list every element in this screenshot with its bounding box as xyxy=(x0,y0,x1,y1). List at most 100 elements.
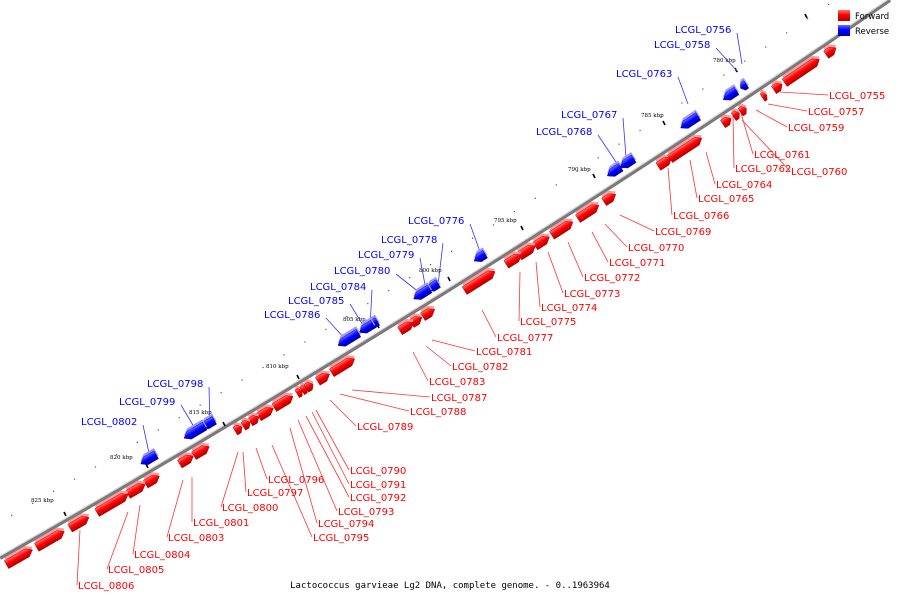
forward-gene xyxy=(397,318,414,336)
minor-tick-dot xyxy=(409,277,411,279)
forward-gene-label: LCGL_0793 xyxy=(338,507,394,518)
forward-gene xyxy=(737,103,747,117)
reverse-gene xyxy=(337,326,362,347)
reverse-gene xyxy=(413,282,433,300)
forward-gene xyxy=(516,242,536,261)
forward-gene-label: LCGL_0769 xyxy=(655,227,711,238)
minor-tick-dot xyxy=(744,60,746,62)
forward-gene xyxy=(759,89,768,102)
forward-label-leader xyxy=(739,109,754,155)
minor-tick-dot xyxy=(178,417,180,419)
forward-gene xyxy=(771,80,783,94)
minor-tick-dot xyxy=(639,129,641,132)
minor-tick-dot xyxy=(786,32,788,34)
gene-features xyxy=(3,44,837,569)
forward-gene xyxy=(125,480,146,499)
minor-tick-dot xyxy=(11,514,13,517)
reverse-gene xyxy=(473,247,488,262)
minor-tick-dot xyxy=(52,490,55,492)
major-tick-mark xyxy=(296,374,300,380)
forward-label-leader xyxy=(339,393,410,412)
forward-label-leader xyxy=(518,271,521,322)
forward-gene xyxy=(232,422,243,436)
minor-tick-dot xyxy=(136,441,138,444)
forward-gene-label: LCGL_0771 xyxy=(609,258,665,269)
reverse-gene-label: LCGL_0780 xyxy=(334,266,390,277)
forward-gene xyxy=(247,412,260,427)
reverse-gene xyxy=(607,160,624,177)
forward-gene xyxy=(730,108,740,121)
reverse-label-leader xyxy=(736,32,743,65)
forward-gene-label: LCGL_0789 xyxy=(357,422,413,433)
forward-gene xyxy=(315,370,330,386)
forward-gene xyxy=(240,417,251,431)
forward-gene xyxy=(177,452,194,469)
major-tick-mark xyxy=(662,120,666,126)
reverse-gene xyxy=(183,419,208,440)
minor-tick-dot xyxy=(73,478,76,480)
reverse-label-leader xyxy=(437,242,444,286)
forward-gene xyxy=(94,490,129,517)
legend: Forward Reverse xyxy=(838,10,889,37)
legend-reverse-swatch xyxy=(838,25,850,36)
forward-gene xyxy=(575,201,600,223)
minor-tick-dot xyxy=(115,454,118,456)
reverse-label-leader xyxy=(597,134,617,163)
forward-gene-label: LCGL_0757 xyxy=(808,107,864,118)
forward-label-leader xyxy=(106,511,129,570)
minor-tick-dot xyxy=(492,224,495,226)
minor-tick-dot xyxy=(555,184,557,186)
reverse-gene-label: LCGL_0778 xyxy=(381,235,437,246)
reverse-gene xyxy=(722,84,740,101)
minor-tick-dot xyxy=(94,466,97,468)
forward-gene xyxy=(503,251,522,269)
reverse-label-leader xyxy=(677,76,689,105)
forward-gene xyxy=(532,233,550,251)
forward-label-leader xyxy=(351,389,431,398)
tick-label: 805 kbp xyxy=(343,317,366,323)
forward-label-leader xyxy=(481,309,497,338)
minor-tick-dot xyxy=(723,74,725,76)
forward-gene-label: LCGL_0795 xyxy=(313,533,369,544)
forward-gene-label: LCGL_0791 xyxy=(350,480,406,491)
minor-tick-dot xyxy=(430,263,432,266)
forward-gene xyxy=(420,305,435,321)
forward-label-leader xyxy=(667,167,673,216)
reverse-gene xyxy=(740,77,750,91)
tick-label: 810 kbp xyxy=(266,364,289,370)
reverse-gene-label: LCGL_0758 xyxy=(654,40,710,51)
reverse-gene-label: LCGL_0786 xyxy=(264,310,320,321)
forward-gene xyxy=(461,268,496,295)
forward-gene xyxy=(256,404,274,422)
forward-gene-label: LCGL_0755 xyxy=(829,91,885,102)
reverse-gene-label: LCGL_0768 xyxy=(536,127,592,138)
minor-tick-dot xyxy=(660,116,662,118)
minor-tick-dot xyxy=(471,237,474,239)
legend-reverse-label: Reverse xyxy=(855,27,889,37)
forward-gene xyxy=(191,442,210,460)
forward-label-leader xyxy=(547,251,564,294)
forward-label-leader xyxy=(604,223,628,248)
forward-label-leader xyxy=(220,451,239,508)
forward-gene xyxy=(271,392,294,412)
tick-label: 800 kbp xyxy=(419,268,442,274)
minor-tick-dot xyxy=(199,404,201,406)
minor-tick-dot xyxy=(241,379,243,381)
forward-label-leader xyxy=(619,214,655,232)
minor-tick-dot xyxy=(827,3,830,6)
forward-label-leader xyxy=(289,427,318,524)
forward-label-leader xyxy=(166,479,184,538)
forward-label-leader xyxy=(567,241,584,278)
major-tick-mark xyxy=(804,13,808,19)
forward-label-leader xyxy=(329,399,357,427)
minor-tick-dot xyxy=(765,46,767,48)
forward-label-leader xyxy=(755,109,788,128)
forward-label-leader xyxy=(255,447,268,480)
forward-gene xyxy=(601,190,617,206)
genome-backbone-highlight xyxy=(0,0,889,557)
major-tick-mark xyxy=(63,511,67,517)
forward-gene-label: LCGL_0806 xyxy=(78,581,134,592)
minor-tick-dot xyxy=(681,102,683,104)
genome-backbone xyxy=(0,0,892,560)
minor-tick-dot xyxy=(283,354,285,356)
